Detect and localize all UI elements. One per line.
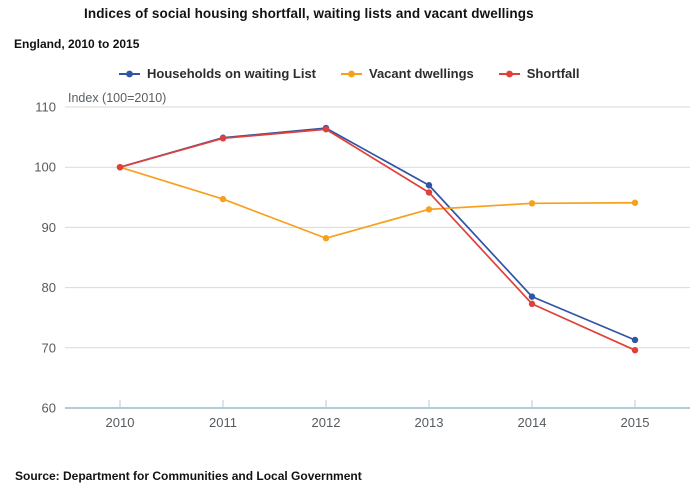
data-point [322, 126, 330, 133]
series-line-2 [119, 128, 636, 351]
data-point [528, 300, 536, 308]
series-line-0 [119, 127, 636, 341]
y-tick-label: 110 [35, 100, 56, 115]
legend-label: Households on waiting List [147, 66, 316, 81]
chart-title: Indices of social housing shortfall, wai… [84, 6, 534, 21]
x-tick-label: 2014 [518, 415, 547, 430]
x-tick-label: 2013 [415, 415, 444, 430]
legend-label: Vacant dwellings [369, 66, 474, 81]
data-point [528, 200, 536, 207]
data-point [219, 135, 227, 142]
data-point [425, 182, 433, 189]
x-tick-label: 2015 [621, 415, 650, 430]
data-point [322, 235, 330, 242]
data-point [425, 189, 433, 196]
chart-subtitle: England, 2010 to 2015 [14, 37, 140, 51]
y-tick-label: 80 [42, 280, 56, 295]
data-point [631, 199, 639, 206]
y-axis-unit-label: Index (100=2010) [68, 91, 167, 105]
data-point [631, 336, 639, 344]
data-point [528, 293, 536, 300]
data-point [219, 195, 227, 203]
line-dot-marker-icon [119, 70, 140, 77]
x-tick-label: 2010 [106, 415, 135, 430]
line-dot-marker-icon [341, 70, 362, 77]
y-tick-label: 90 [42, 220, 56, 235]
chart-legend: Households on waiting List Vacant dwelli… [118, 66, 580, 81]
y-tick-label: 70 [42, 340, 56, 355]
data-point [631, 347, 639, 354]
line-dot-marker-icon [498, 70, 520, 77]
legend-item-waiting-list: Households on waiting List [118, 66, 316, 81]
source-note: Source: Department for Communities and L… [15, 469, 362, 483]
x-tick-label: 2012 [312, 415, 341, 430]
x-tick-label: 2011 [209, 415, 237, 430]
y-tick-label: 60 [42, 401, 56, 416]
series-line-1 [119, 166, 636, 240]
data-point [425, 206, 433, 213]
data-point [116, 164, 124, 171]
legend-item-vacant-dwellings: Vacant dwellings [340, 66, 474, 81]
legend-label: Shortfall [526, 66, 580, 81]
y-tick-label: 100 [34, 160, 56, 175]
legend-item-shortfall: Shortfall [498, 66, 580, 81]
